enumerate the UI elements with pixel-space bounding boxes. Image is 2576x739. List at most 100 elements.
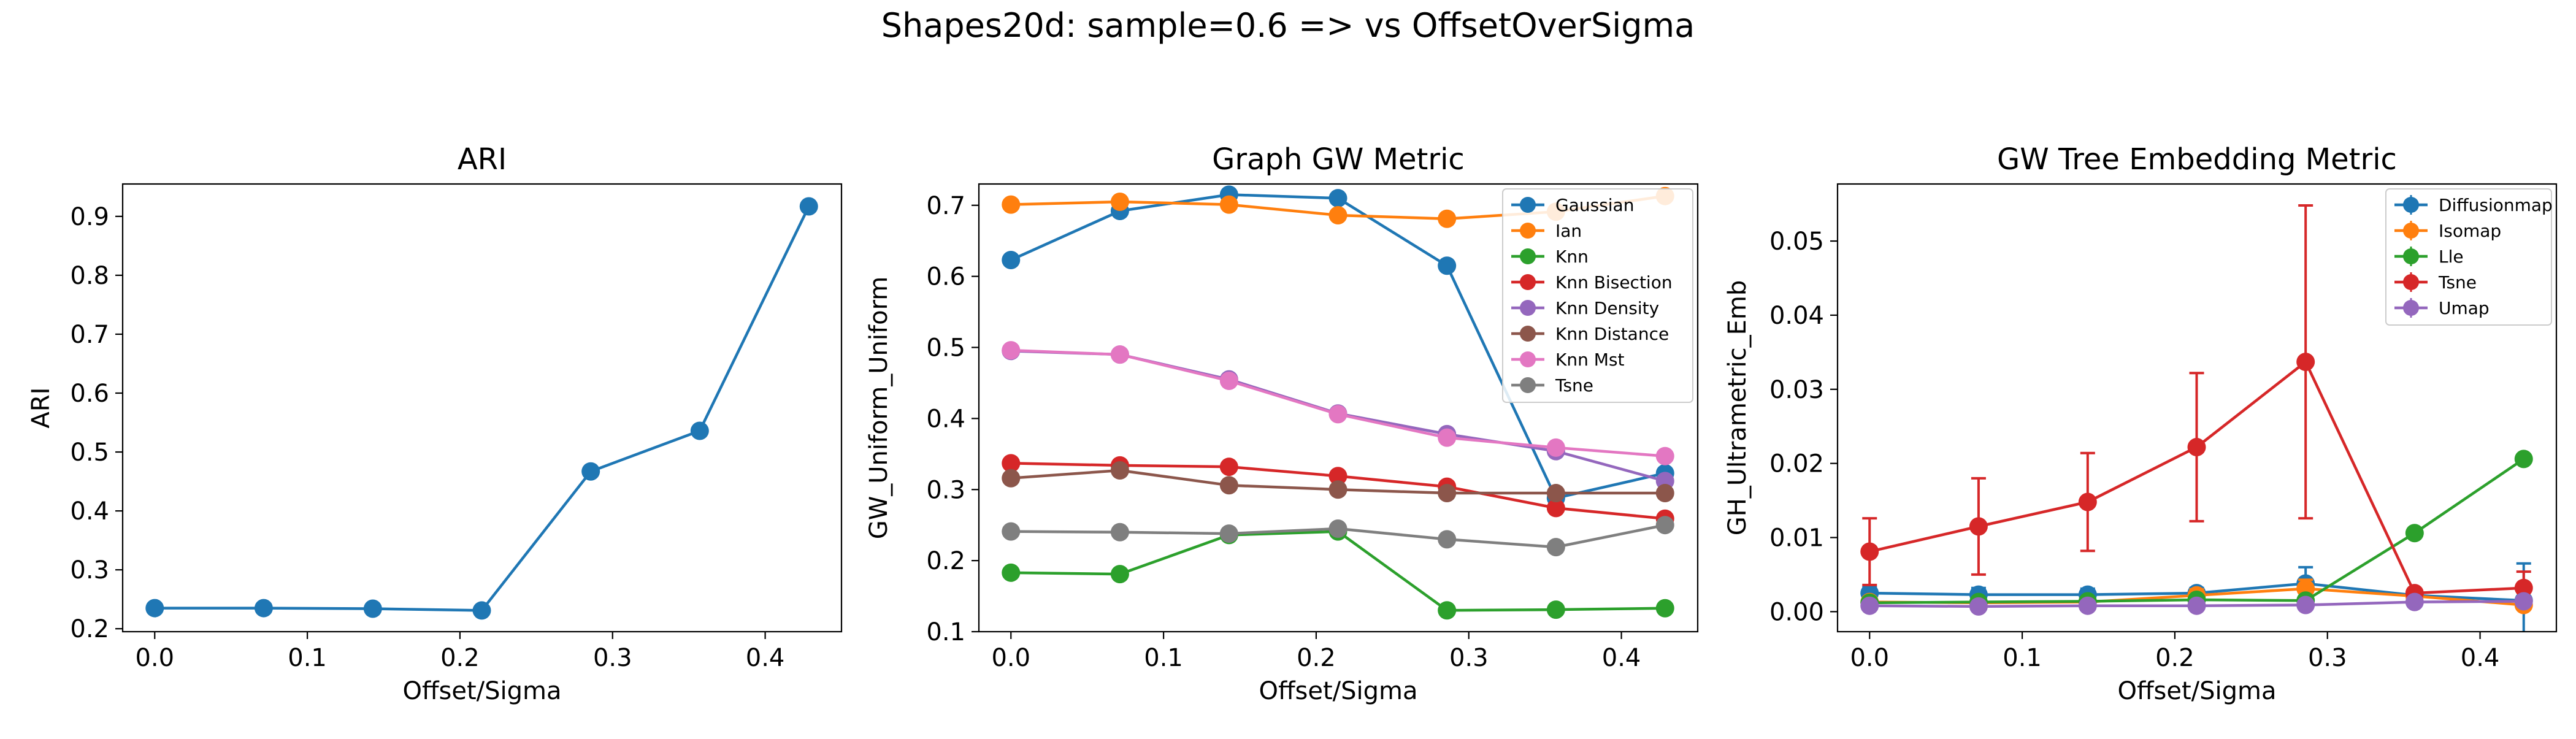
data-point xyxy=(1655,599,1674,618)
x-tick-label: 0.0 xyxy=(991,644,1030,672)
data-point xyxy=(1328,405,1347,424)
data-point xyxy=(1546,600,1565,619)
y-tick-label: 0.05 xyxy=(1769,228,1824,256)
legend-marker-gaussian xyxy=(1520,197,1536,213)
data-point xyxy=(1546,484,1565,503)
x-tick-label: 0.3 xyxy=(593,644,632,672)
legend-marker-knn-density xyxy=(1520,300,1536,316)
data-point xyxy=(1546,499,1565,518)
data-point xyxy=(1438,601,1457,620)
figure-suptitle: Shapes20d: sample=0.6 => vs OffsetOverSi… xyxy=(881,6,1695,45)
data-point xyxy=(1219,371,1238,390)
data-point xyxy=(254,599,273,618)
data-point xyxy=(1328,205,1347,224)
legend-frame xyxy=(2385,188,2552,326)
chart-panel-3: GW Tree Embedding Metric 0.0 0.1 0.2 0.3 0.4 0… xyxy=(1723,142,2558,705)
plot-area xyxy=(1002,185,1674,620)
data-point xyxy=(1219,524,1238,543)
legend: Gaussian Ian Knn Knn Bisection Knn Density Kn… xyxy=(1502,188,1693,403)
series-umap xyxy=(1860,592,2533,616)
legend-label-tsne: Tsne xyxy=(1555,375,1593,396)
axes-frame xyxy=(121,183,843,633)
y-tick-label: 0.04 xyxy=(1769,302,1824,330)
y-tick-label: 0.7 xyxy=(70,321,109,349)
x-tick-label: 0.4 xyxy=(2461,644,2500,672)
data-point xyxy=(1002,454,1021,473)
legend-marker-ian xyxy=(1520,223,1536,239)
x-tick-label: 0.2 xyxy=(440,644,480,672)
data-point xyxy=(1438,484,1457,503)
data-point xyxy=(1860,542,1879,561)
series-line-series-1 xyxy=(155,205,810,612)
data-point xyxy=(1328,189,1347,208)
y-tick-label: 0.4 xyxy=(926,405,965,433)
y-axis-label: GH_Ultrametric_Emb xyxy=(1723,280,1752,536)
legend-label-ian: Ian xyxy=(1555,221,1582,241)
data-point xyxy=(1438,428,1457,447)
legend-frame xyxy=(1502,188,1693,403)
series-tsne xyxy=(1860,204,2533,606)
data-point xyxy=(1002,563,1021,582)
data-point xyxy=(2405,592,2424,611)
data-point xyxy=(2187,438,2206,457)
data-point xyxy=(581,462,600,481)
y-tick-label: 0.5 xyxy=(70,438,109,467)
data-point xyxy=(1546,438,1565,457)
chart-title: ARI xyxy=(458,142,507,177)
legend-label-isomap: Isomap xyxy=(2439,221,2501,241)
y-tick-label: 0.4 xyxy=(70,497,109,526)
x-axis-label: Offset/Sigma xyxy=(1259,677,1417,705)
legend-label-knn-density: Knn Density xyxy=(1555,298,1659,318)
legend-label-tsne: Tsne xyxy=(2438,272,2477,293)
x-tick-label: 0.1 xyxy=(1144,644,1183,672)
x-tick-label: 0.4 xyxy=(746,644,785,672)
axes-frame xyxy=(978,183,1699,633)
data-point xyxy=(1002,469,1021,488)
y-tick-label: 0.7 xyxy=(926,192,965,220)
data-point xyxy=(1969,597,1988,616)
series-knn-mst xyxy=(1002,341,1674,465)
y-tick-label: 0.3 xyxy=(70,556,109,584)
y-tick-label: 0.3 xyxy=(926,476,965,504)
legend-label-knn: Knn xyxy=(1555,247,1589,267)
series-tsne xyxy=(1002,516,1674,557)
data-point xyxy=(1328,519,1347,538)
legend-label-knn-distance: Knn Distance xyxy=(1555,324,1669,344)
data-point xyxy=(2514,592,2533,611)
x-tick-label: 0.1 xyxy=(288,644,327,672)
y-tick-label: 0.02 xyxy=(1769,450,1824,478)
data-point xyxy=(1328,467,1347,486)
y-axis-label: ARI xyxy=(27,388,55,429)
data-point xyxy=(1219,458,1238,477)
legend-label-knn-bisection: Knn Bisection xyxy=(1555,272,1673,293)
x-tick-label: 0.2 xyxy=(2155,644,2195,672)
data-point xyxy=(2078,596,2097,615)
data-point xyxy=(1110,345,1129,364)
y-tick-label: 0.2 xyxy=(926,547,965,575)
x-axis-label: Offset/Sigma xyxy=(402,677,561,705)
legend-marker-knn xyxy=(1520,248,1536,264)
plot-area xyxy=(145,197,818,620)
legend-marker-knn-mst xyxy=(1520,351,1536,367)
legend-label-knn-mst: Knn Mst xyxy=(1555,350,1625,370)
y-tick-label: 0.2 xyxy=(70,615,109,643)
x-tick-label: 0.2 xyxy=(1297,644,1336,672)
legend-label-gaussian: Gaussian xyxy=(1555,195,1634,215)
data-point xyxy=(1328,480,1347,499)
legend-label-umap: Umap xyxy=(2439,298,2490,318)
y-tick-label: 0.03 xyxy=(1769,376,1824,404)
data-point xyxy=(1546,538,1565,557)
data-point xyxy=(1110,523,1129,542)
axes-frame xyxy=(1836,183,2558,633)
x-tick-label: 0.4 xyxy=(1602,644,1641,672)
data-point xyxy=(145,599,164,618)
x-axis-label: Offset/Sigma xyxy=(2117,677,2276,705)
data-point xyxy=(2296,595,2315,615)
data-point xyxy=(2514,450,2533,469)
x-tick-label: 0.1 xyxy=(2003,644,2042,672)
data-point xyxy=(1110,565,1129,584)
y-tick-label: 0.5 xyxy=(926,334,965,362)
legend-marker-knn-distance xyxy=(1520,326,1536,342)
y-axis-label: GW_Uniform_Uniform xyxy=(865,277,893,540)
chart-panel-1: ARI 0.0 0.1 0.2 0.3 0.4 0.2 0.3 0.4 0.5 0.6 0.7 0.8 0… xyxy=(27,142,843,705)
